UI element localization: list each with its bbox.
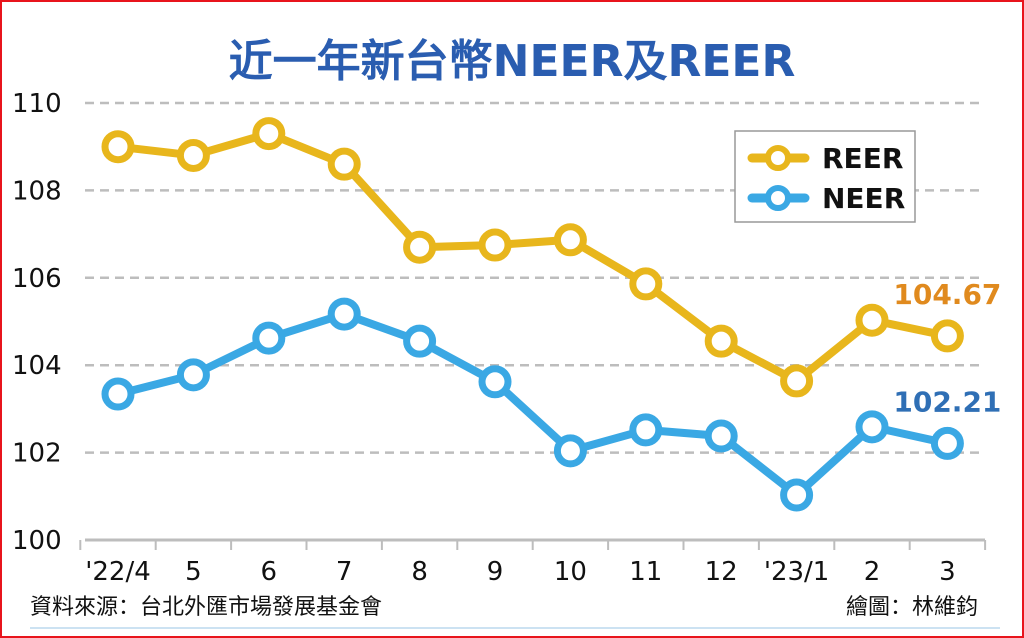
y-tick-label: 108 (12, 176, 62, 206)
legend: REER NEER (734, 130, 916, 223)
legend-marker (765, 185, 791, 211)
reer-point (780, 364, 814, 398)
neer-point (478, 365, 512, 399)
legend-box (734, 130, 916, 223)
neer-point (780, 478, 814, 512)
neer-point (629, 413, 663, 447)
reer-point (553, 223, 587, 257)
x-tick-label: 10 (554, 557, 587, 587)
legend-label: REER (822, 142, 903, 175)
legend-label: NEER (822, 182, 905, 215)
y-tick-label: 102 (12, 439, 62, 469)
reer-point (252, 117, 286, 151)
neer-point (930, 426, 964, 460)
x-tick-label: 12 (705, 557, 738, 587)
reer-point (478, 228, 512, 262)
neer-point (101, 377, 135, 411)
reer-point (327, 147, 361, 181)
x-tick-label: 11 (629, 557, 662, 587)
y-tick-label: 104 (12, 351, 62, 381)
x-tick-label: '22/4 (85, 557, 151, 587)
x-tick-label: 2 (864, 557, 881, 587)
neer-point (176, 358, 210, 392)
x-tick-label: 3 (939, 557, 956, 587)
x-tick-label: 6 (261, 557, 278, 587)
reer-point (176, 138, 210, 172)
reer-point (101, 130, 135, 164)
neer-point (252, 321, 286, 355)
neer-point (855, 410, 889, 444)
end-value-label: 104.67 (893, 278, 1001, 311)
end-value-label: 102.21 (893, 385, 1001, 418)
neer-point (403, 324, 437, 358)
reer-point (930, 319, 964, 353)
credit-note: 繪圖：林維鈞 (846, 595, 978, 620)
x-tick-label: 8 (411, 557, 428, 587)
y-tick-label: 110 (12, 89, 62, 119)
reer-point (629, 267, 663, 301)
reer-point (855, 303, 889, 337)
y-tick-label: 100 (12, 526, 62, 556)
x-tick-label: '23/1 (764, 557, 830, 587)
x-tick-label: 5 (185, 557, 202, 587)
x-tick-label: 9 (487, 557, 504, 587)
y-tick-label: 106 (12, 264, 62, 294)
reer-point (403, 230, 437, 264)
source-note: 資料來源：台北外匯市場發展基金會 (30, 595, 382, 620)
neer-line (117, 310, 949, 499)
x-tick-label: 7 (336, 557, 353, 587)
reer-point (704, 324, 738, 358)
neer-point (327, 297, 361, 331)
legend-marker (765, 145, 791, 171)
chart-title: 近一年新台幣NEER及REER (229, 36, 796, 87)
neer-point (553, 434, 587, 468)
neer-point (704, 419, 738, 453)
